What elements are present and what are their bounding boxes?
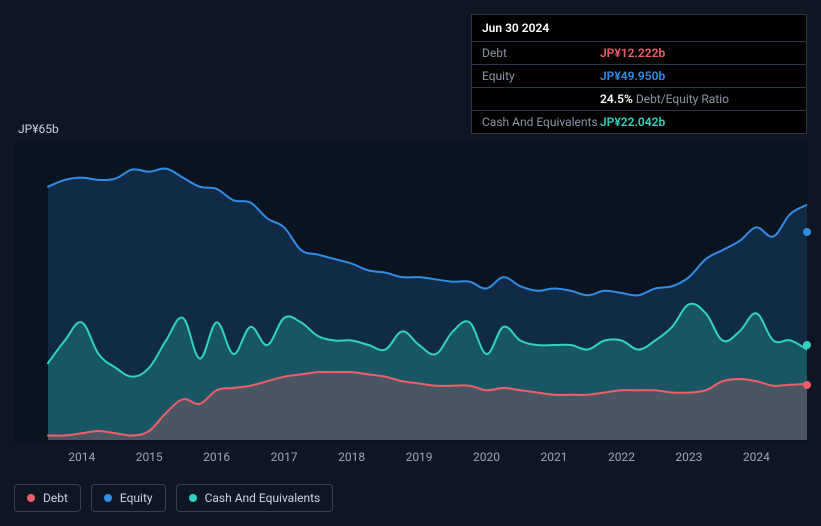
x-axis: 2014 2015 2016 2017 2018 2019 2020 2021 2022 2023… [14, 450, 807, 468]
series-marker-icon [803, 341, 811, 349]
legend-label: Cash And Equivalents [205, 491, 321, 505]
tooltip-value: JP¥22.042b [600, 115, 665, 129]
x-axis-tick: 2023 [675, 450, 702, 464]
y-axis-max-label: JP¥65b [18, 122, 59, 136]
chart-svg [14, 142, 807, 444]
legend-dot-icon [189, 494, 197, 502]
tooltip-value: JP¥12.222b [600, 46, 665, 60]
tooltip-suffix: Debt/Equity Ratio [636, 92, 729, 106]
tooltip-label: Cash And Equivalents [482, 115, 600, 129]
x-axis-tick: 2020 [473, 450, 500, 464]
legend-item-equity[interactable]: Equity [91, 484, 166, 512]
tooltip-value: 24.5% [600, 92, 633, 106]
legend-dot-icon [104, 494, 112, 502]
legend-item-debt[interactable]: Debt [14, 484, 81, 512]
legend-item-cash[interactable]: Cash And Equivalents [176, 484, 334, 512]
area-chart[interactable] [14, 142, 807, 444]
tooltip-value: JP¥49.950b [600, 69, 665, 83]
tooltip-label: Equity [482, 69, 600, 83]
x-axis-tick: 2014 [68, 450, 95, 464]
tooltip-row-ratio: 24.5% Debt/Equity Ratio [472, 88, 806, 111]
x-axis-tick: 2016 [203, 450, 230, 464]
x-axis-tick: 2021 [541, 450, 568, 464]
legend: Debt Equity Cash And Equivalents [14, 484, 333, 512]
legend-label: Debt [43, 491, 68, 505]
tooltip-row-cash: Cash And Equivalents JP¥22.042b [472, 111, 806, 133]
legend-label: Equity [120, 491, 153, 505]
series-marker-icon [803, 228, 811, 236]
tooltip-title: Jun 30 2024 [472, 15, 806, 42]
tooltip-row-debt: Debt JP¥12.222b [472, 42, 806, 65]
x-axis-tick: 2018 [338, 450, 365, 464]
x-axis-tick: 2019 [406, 450, 433, 464]
tooltip-row-equity: Equity JP¥49.950b [472, 65, 806, 88]
x-axis-tick: 2015 [136, 450, 163, 464]
x-axis-tick: 2017 [271, 450, 298, 464]
legend-dot-icon [27, 494, 35, 502]
tooltip-label: Debt [482, 46, 600, 60]
series-marker-icon [803, 381, 811, 389]
x-axis-tick: 2024 [743, 450, 770, 464]
x-axis-tick: 2022 [608, 450, 635, 464]
tooltip-card: Jun 30 2024 Debt JP¥12.222b Equity JP¥49… [471, 14, 807, 134]
